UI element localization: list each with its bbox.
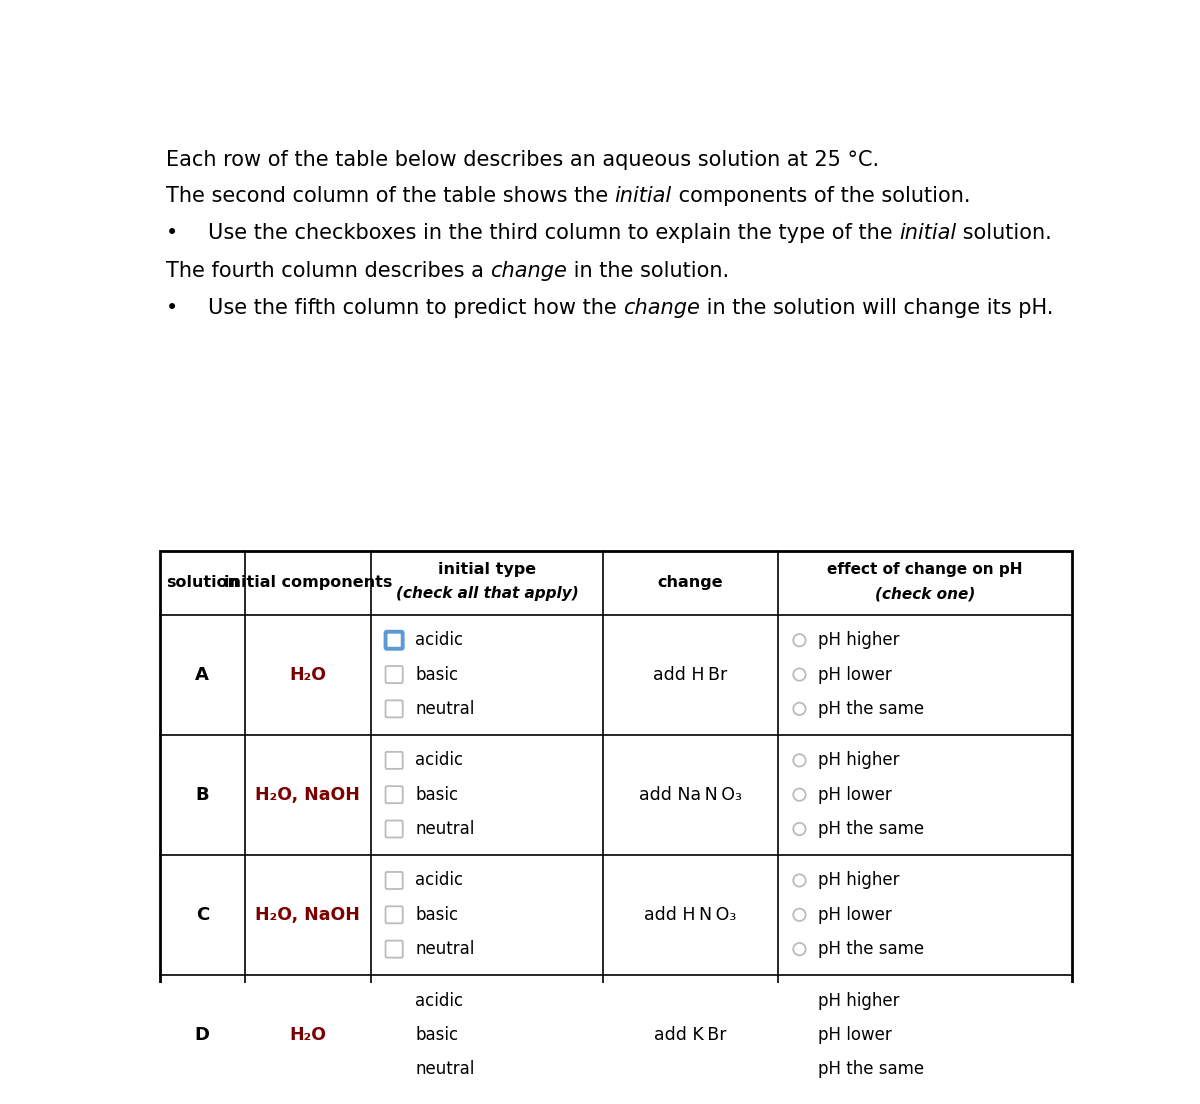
FancyBboxPatch shape (385, 872, 403, 889)
Circle shape (793, 995, 805, 1007)
Text: pH higher: pH higher (818, 631, 900, 649)
Circle shape (793, 634, 805, 647)
Text: acidic: acidic (415, 631, 463, 649)
Text: effect of change on pH: effect of change on pH (827, 562, 1022, 576)
Circle shape (793, 788, 805, 800)
Text: in the solution will change its pH.: in the solution will change its pH. (701, 298, 1054, 318)
Text: change: change (624, 298, 701, 318)
Text: (check one): (check one) (875, 586, 976, 602)
Circle shape (793, 874, 805, 887)
Text: add H N O₃: add H N O₃ (644, 905, 737, 924)
Text: acidic: acidic (415, 752, 463, 769)
Text: •: • (166, 223, 178, 243)
Text: add H Br: add H Br (654, 666, 727, 683)
Text: The second column of the table shows the: The second column of the table shows the (166, 185, 614, 205)
FancyBboxPatch shape (385, 941, 403, 957)
Text: C: C (196, 905, 209, 924)
Circle shape (793, 822, 805, 835)
FancyBboxPatch shape (604, 1095, 1075, 1104)
Text: pH lower: pH lower (818, 905, 892, 924)
Text: basic: basic (415, 905, 458, 924)
Text: pH lower: pH lower (818, 666, 892, 683)
Text: Use the fifth column to predict how the: Use the fifth column to predict how the (208, 298, 624, 318)
Text: pH higher: pH higher (818, 991, 900, 1009)
Text: neutral: neutral (415, 700, 474, 718)
Circle shape (793, 754, 805, 766)
Text: •: • (166, 298, 178, 318)
Text: acidic: acidic (415, 991, 463, 1009)
Text: initial: initial (899, 223, 956, 243)
FancyBboxPatch shape (385, 1027, 403, 1043)
Text: pH lower: pH lower (818, 786, 892, 804)
FancyBboxPatch shape (385, 820, 403, 838)
Circle shape (793, 943, 805, 955)
Text: acidic: acidic (415, 871, 463, 890)
Text: change: change (658, 575, 724, 591)
Text: pH the same: pH the same (818, 941, 924, 958)
Text: A: A (196, 666, 209, 683)
Text: pH the same: pH the same (818, 1060, 924, 1079)
Text: add K Br: add K Br (654, 1026, 727, 1044)
Circle shape (793, 1029, 805, 1041)
Text: neutral: neutral (415, 1060, 474, 1079)
FancyBboxPatch shape (385, 700, 403, 718)
Text: Each row of the table below describes an aqueous solution at 25 °C.: Each row of the table below describes an… (166, 150, 878, 170)
Text: initial components: initial components (223, 575, 392, 591)
FancyBboxPatch shape (385, 666, 403, 683)
Text: neutral: neutral (415, 941, 474, 958)
Text: basic: basic (415, 666, 458, 683)
Circle shape (793, 909, 805, 921)
Text: pH higher: pH higher (818, 752, 900, 769)
Text: Use the checkboxes in the third column to explain the type of the: Use the checkboxes in the third column t… (208, 223, 899, 243)
FancyBboxPatch shape (385, 992, 403, 1009)
Text: H₂O: H₂O (289, 1026, 326, 1044)
Text: components of the solution.: components of the solution. (672, 185, 970, 205)
Text: H₂O, NaOH: H₂O, NaOH (256, 786, 360, 804)
FancyBboxPatch shape (385, 1061, 403, 1078)
Text: H₂O, NaOH: H₂O, NaOH (256, 905, 360, 924)
FancyBboxPatch shape (385, 631, 403, 649)
Text: basic: basic (415, 786, 458, 804)
Text: pH lower: pH lower (818, 1026, 892, 1044)
Text: H₂O: H₂O (289, 666, 326, 683)
Text: (check all that apply): (check all that apply) (396, 586, 578, 602)
FancyBboxPatch shape (385, 786, 403, 804)
FancyBboxPatch shape (385, 752, 403, 768)
Text: B: B (196, 786, 209, 804)
Text: pH higher: pH higher (818, 871, 900, 890)
Text: change: change (490, 261, 566, 282)
Circle shape (793, 1063, 805, 1075)
Circle shape (793, 703, 805, 715)
Text: pH the same: pH the same (818, 820, 924, 838)
Text: pH the same: pH the same (818, 700, 924, 718)
Text: neutral: neutral (415, 820, 474, 838)
Text: initial type: initial type (438, 562, 536, 576)
Text: basic: basic (415, 1026, 458, 1044)
Text: add Na N O₃: add Na N O₃ (640, 786, 742, 804)
FancyBboxPatch shape (385, 906, 403, 923)
Text: in the solution.: in the solution. (566, 261, 730, 282)
Text: D: D (194, 1026, 210, 1044)
FancyBboxPatch shape (160, 551, 1073, 1095)
Text: The fourth column describes a: The fourth column describes a (166, 261, 490, 282)
Text: initial: initial (614, 185, 672, 205)
Circle shape (793, 668, 805, 681)
Text: solution.: solution. (956, 223, 1052, 243)
Text: solution: solution (166, 575, 239, 591)
